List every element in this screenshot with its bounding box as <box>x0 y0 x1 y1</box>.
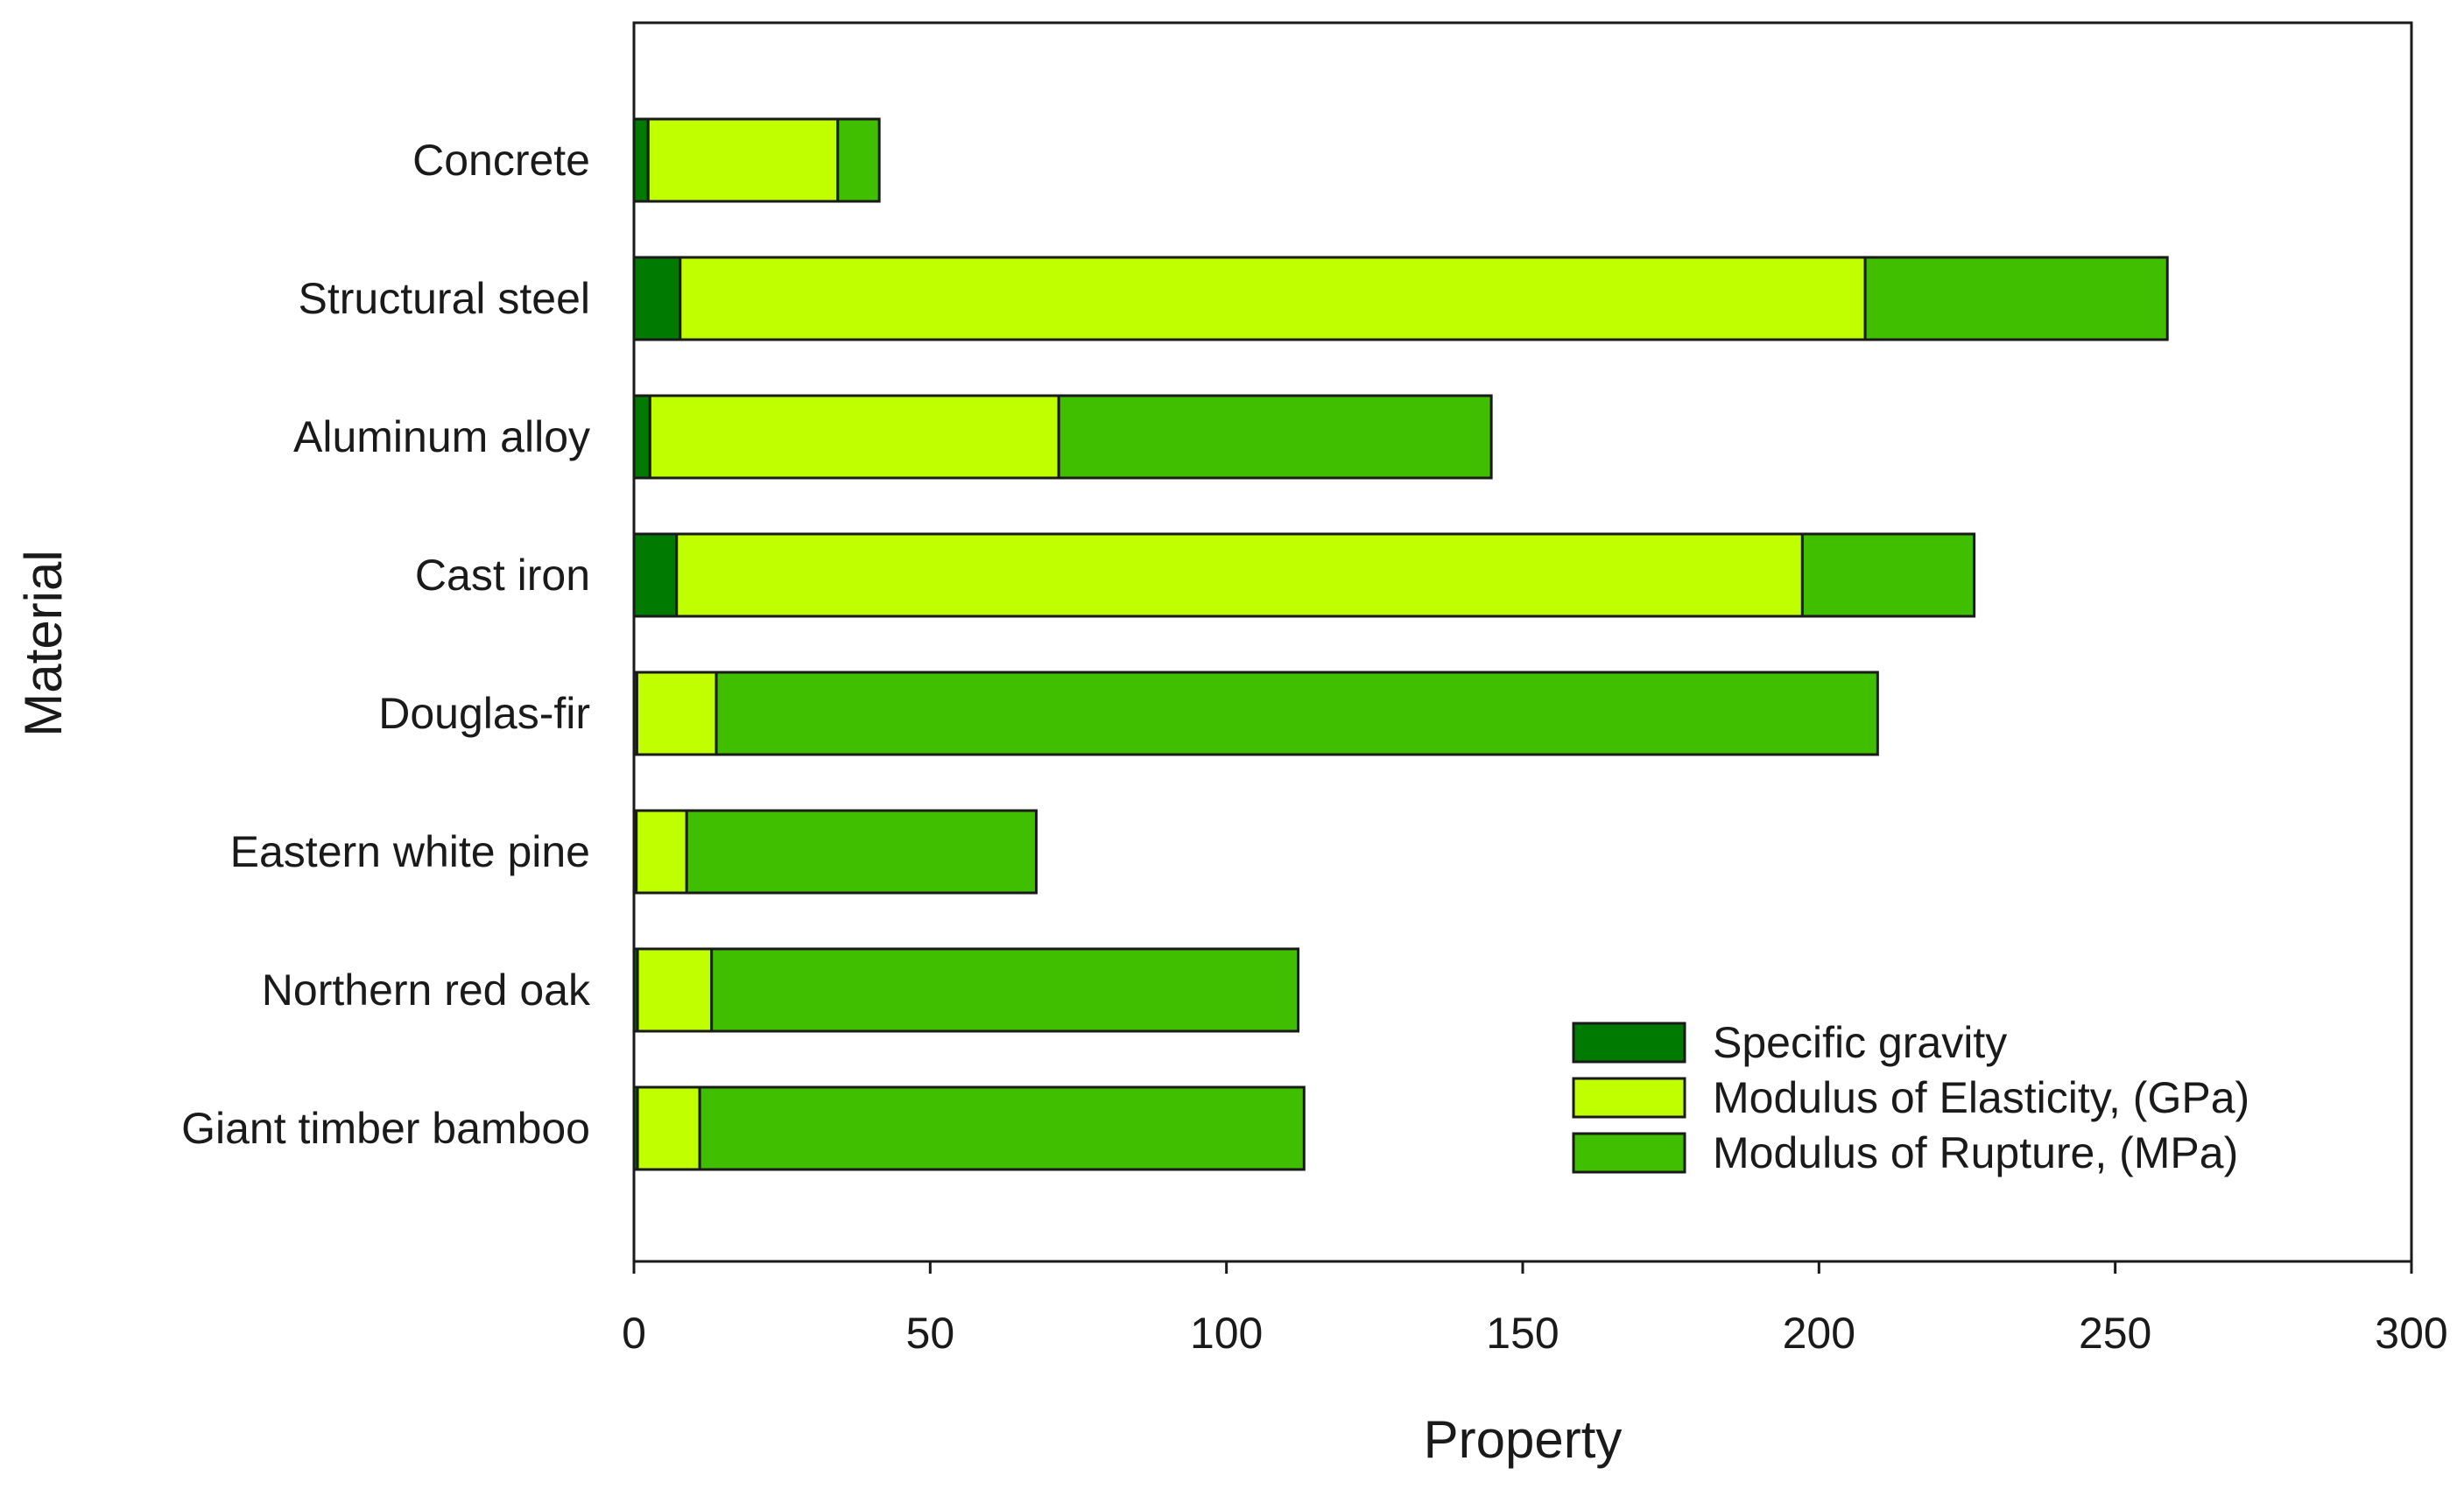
legend-swatch <box>1572 1077 1686 1119</box>
bar-eastern-white-pine-series-2 <box>635 809 688 895</box>
bar-eastern-white-pine-series-3 <box>685 809 1038 895</box>
category-labels: Concrete Structural steel Aluminum alloy Ca… <box>181 136 591 1153</box>
x-tick-label: 250 <box>2079 1309 2151 1358</box>
legend-swatch <box>1572 1022 1686 1064</box>
bar-aluminum-alloy-series-3 <box>1057 394 1493 480</box>
x-tick-label: 50 <box>906 1309 955 1358</box>
bar-northern-red-oak-series-3 <box>710 947 1300 1033</box>
bar-concrete-series-3 <box>836 117 881 203</box>
category-label: Douglas-fir <box>378 689 590 738</box>
bar-cast-iron-series-2 <box>675 532 1804 618</box>
bar-concrete-series-2 <box>646 117 840 203</box>
bar-douglas-fir-series-3 <box>715 671 1879 756</box>
legend-label: Specific gravity <box>1713 1018 2007 1067</box>
bar-aluminum-alloy-series-1 <box>632 394 651 480</box>
category-label: Cast iron <box>415 551 590 600</box>
legend: Specific gravity Modulus of Elasticity, (… <box>1572 1018 2249 1177</box>
bar-cast-iron-series-1 <box>632 532 679 618</box>
x-tick-label: 200 <box>1783 1309 1855 1358</box>
bar-northern-red-oak-series-2 <box>636 947 714 1033</box>
bar-giant-timber-bamboo-series-3 <box>698 1085 1306 1171</box>
bar-giant-timber-bamboo-series-2 <box>636 1085 701 1171</box>
bar-group <box>632 117 2169 1171</box>
legend-label: Modulus of Elasticity, (GPa) <box>1713 1073 2249 1122</box>
x-tick-label: 150 <box>1486 1309 1559 1358</box>
category-label: Giant timber bamboo <box>181 1104 590 1153</box>
bar-douglas-fir-series-2 <box>635 671 718 756</box>
bar-structural-steel-series-3 <box>1863 256 2169 341</box>
y-axis-title: Material <box>14 550 73 736</box>
category-label: Aluminum alloy <box>293 412 590 461</box>
category-label: Structural steel <box>299 274 590 323</box>
x-axis-ticks: 0 50 100 150 200 250 300 <box>622 1261 2448 1358</box>
legend-label: Modulus of Rupture, (MPa) <box>1713 1128 2238 1177</box>
category-label: Northern red oak <box>262 966 591 1015</box>
x-tick-label: 0 <box>622 1309 646 1358</box>
bar-aluminum-alloy-series-2 <box>648 394 1060 480</box>
bar-structural-steel-series-2 <box>679 256 1867 341</box>
bar-cast-iron-series-3 <box>1800 532 1976 618</box>
bar-concrete-series-1 <box>632 117 650 203</box>
category-label: Eastern white pine <box>230 827 590 876</box>
x-tick-label: 100 <box>1190 1309 1263 1358</box>
category-label: Concrete <box>412 136 590 185</box>
legend-swatch <box>1572 1132 1686 1174</box>
x-axis-title: Property <box>1424 1410 1623 1469</box>
x-tick-label: 300 <box>2375 1309 2447 1358</box>
bar-structural-steel-series-1 <box>632 256 682 341</box>
